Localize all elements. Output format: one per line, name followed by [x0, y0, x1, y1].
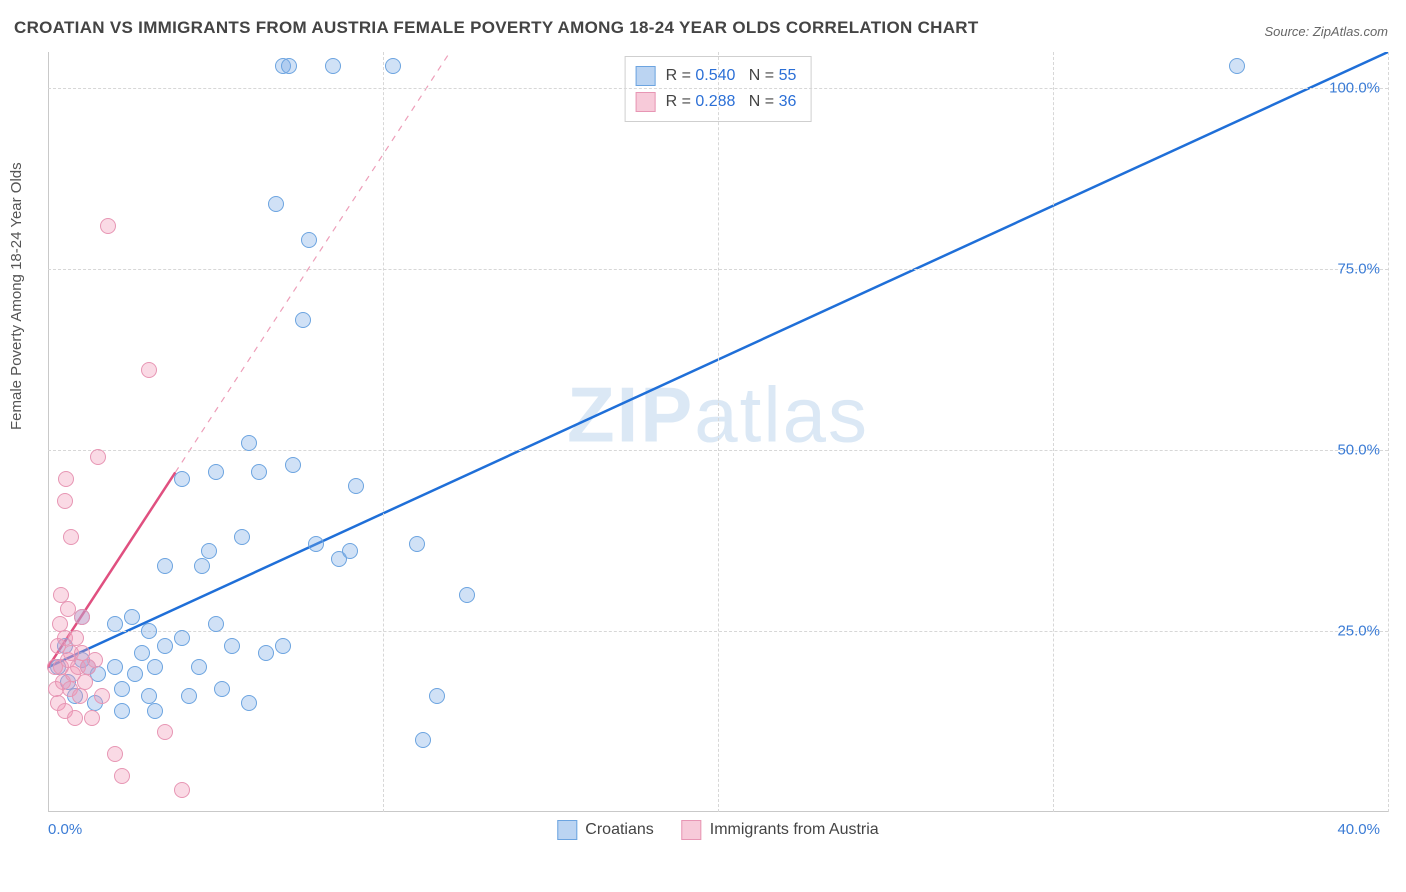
y-tick-label: 50.0% — [1337, 442, 1380, 459]
data-point — [141, 623, 157, 639]
data-point — [251, 464, 267, 480]
grid-line-v — [718, 52, 719, 812]
data-point — [87, 652, 103, 668]
data-point — [141, 362, 157, 378]
stats-r-label: R = 0.288 N = 36 — [666, 89, 797, 115]
data-point — [157, 558, 173, 574]
data-point — [429, 688, 445, 704]
data-point — [1229, 58, 1245, 74]
data-point — [174, 782, 190, 798]
data-point — [124, 609, 140, 625]
legend-item-croatians: Croatians — [557, 820, 653, 840]
data-point — [181, 688, 197, 704]
data-point — [191, 659, 207, 675]
legend-item-austria: Immigrants from Austria — [682, 820, 879, 840]
scatter-plot: ZIPatlas R = 0.540 N = 55 R = 0.288 N = … — [48, 52, 1388, 842]
data-point — [285, 457, 301, 473]
data-point — [100, 218, 116, 234]
data-point — [258, 645, 274, 661]
chart-title: CROATIAN VS IMMIGRANTS FROM AUSTRIA FEMA… — [14, 18, 979, 38]
y-tick-label: 75.0% — [1337, 261, 1380, 278]
x-tick-min: 0.0% — [48, 821, 82, 838]
data-point — [57, 493, 73, 509]
data-point — [134, 645, 150, 661]
data-point — [94, 688, 110, 704]
data-point — [58, 471, 74, 487]
data-point — [74, 609, 90, 625]
data-point — [127, 666, 143, 682]
grid-line-v — [1053, 52, 1054, 812]
data-point — [409, 536, 425, 552]
data-point — [194, 558, 210, 574]
y-tick-label: 100.0% — [1329, 80, 1380, 97]
data-point — [281, 58, 297, 74]
grid-line-v — [1388, 52, 1389, 812]
data-point — [268, 196, 284, 212]
y-axis-label: Female Poverty Among 18-24 Year Olds — [8, 162, 25, 430]
swatch-icon — [636, 66, 656, 86]
data-point — [107, 616, 123, 632]
data-point — [208, 616, 224, 632]
data-point — [84, 710, 100, 726]
data-point — [275, 638, 291, 654]
data-point — [415, 732, 431, 748]
swatch-icon — [636, 92, 656, 112]
legend: Croatians Immigrants from Austria — [557, 820, 878, 840]
data-point — [459, 587, 475, 603]
data-point — [208, 464, 224, 480]
data-point — [157, 724, 173, 740]
data-point — [147, 659, 163, 675]
legend-label: Immigrants from Austria — [710, 821, 879, 839]
data-point — [325, 58, 341, 74]
data-point — [114, 768, 130, 784]
data-point — [241, 435, 257, 451]
swatch-icon — [557, 820, 577, 840]
stats-row-austria: R = 0.288 N = 36 — [636, 89, 797, 115]
data-point — [342, 543, 358, 559]
data-point — [301, 232, 317, 248]
data-point — [308, 536, 324, 552]
source-attribution: Source: ZipAtlas.com — [1264, 24, 1388, 39]
data-point — [234, 529, 250, 545]
data-point — [174, 471, 190, 487]
data-point — [241, 695, 257, 711]
stats-r-label: R = 0.540 N = 55 — [666, 63, 797, 89]
data-point — [90, 449, 106, 465]
y-tick-label: 25.0% — [1337, 623, 1380, 640]
data-point — [114, 681, 130, 697]
data-point — [77, 674, 93, 690]
data-point — [174, 630, 190, 646]
data-point — [72, 688, 88, 704]
data-point — [224, 638, 240, 654]
grid-line-v — [383, 52, 384, 812]
data-point — [157, 638, 173, 654]
x-tick-max: 40.0% — [1337, 821, 1380, 838]
data-point — [114, 703, 130, 719]
data-point — [67, 710, 83, 726]
data-point — [63, 529, 79, 545]
data-point — [295, 312, 311, 328]
data-point — [385, 58, 401, 74]
legend-label: Croatians — [585, 821, 653, 839]
data-point — [107, 659, 123, 675]
data-point — [348, 478, 364, 494]
y-axis-line — [48, 52, 49, 812]
data-point — [107, 746, 123, 762]
data-point — [147, 703, 163, 719]
stats-row-croatians: R = 0.540 N = 55 — [636, 63, 797, 89]
swatch-icon — [682, 820, 702, 840]
data-point — [214, 681, 230, 697]
